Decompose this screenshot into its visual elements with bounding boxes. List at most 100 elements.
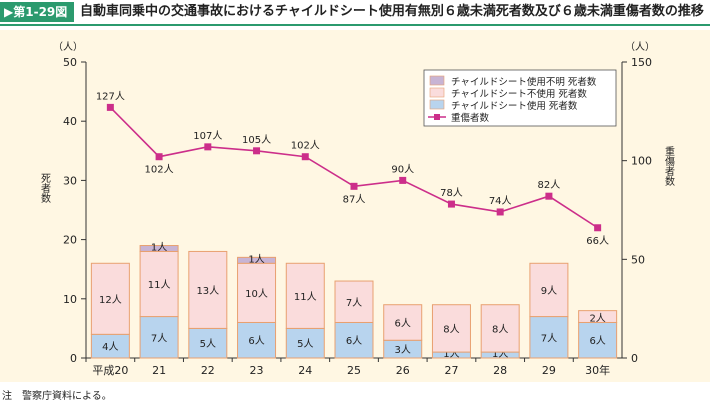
- injured-data-label: 66人: [586, 235, 609, 247]
- x-axis-tick-label: 21: [152, 364, 166, 377]
- right-axis-title: 重傷者数: [663, 145, 675, 187]
- bar-data-label: 6人: [395, 317, 411, 329]
- injured-point: [399, 176, 407, 184]
- bar-data-label: 7人: [346, 297, 362, 309]
- bar-data-label: 6人: [589, 335, 605, 347]
- left-axis-tick-label: 0: [70, 352, 77, 365]
- bar-data-label: 7人: [151, 332, 167, 344]
- bar-used: [529, 316, 569, 359]
- x-axis-tick-label: 24: [298, 364, 312, 377]
- injured-data-label: 105人: [242, 134, 271, 146]
- injured-data-label: 102人: [145, 164, 174, 176]
- x-axis-tick-label: 27: [444, 364, 458, 377]
- header-rule: [0, 24, 710, 26]
- bar-not-used: [529, 262, 569, 318]
- bar-used: [237, 321, 277, 359]
- injured-point: [301, 153, 309, 161]
- left-axis-tick-label: 20: [63, 234, 77, 247]
- bar-data-label: 9人: [541, 285, 557, 297]
- injured-point: [447, 200, 455, 208]
- bar-used: [139, 316, 179, 359]
- legend-swatch: [429, 75, 445, 86]
- bar-not-used: [237, 262, 277, 323]
- injured-data-label: 87人: [343, 193, 366, 205]
- legend-entry: チャイルドシート不使用 死者数: [451, 88, 587, 100]
- left-axis-tick-label: 50: [63, 56, 77, 69]
- injured-point: [155, 153, 163, 161]
- figure-number-badge: ▶第1-29図: [0, 2, 74, 22]
- x-axis-tick-label: 23: [250, 364, 264, 377]
- bar-not-used: [139, 250, 179, 318]
- bar-data-label: 13人: [196, 285, 219, 297]
- x-axis-tick-label: 26: [396, 364, 410, 377]
- bar-not-used: [90, 262, 130, 335]
- bar-not-used: [431, 304, 471, 353]
- legend-entry: 重傷者数: [451, 112, 490, 124]
- injured-point: [545, 192, 553, 200]
- legend-swatch: [429, 87, 445, 98]
- bar-data-label: 4人: [102, 341, 118, 353]
- x-axis-tick-label: 29: [542, 364, 556, 377]
- bar-data-label: 12人: [99, 294, 122, 306]
- bar-not-used: [480, 304, 520, 353]
- bar-data-label: 8人: [492, 323, 508, 335]
- injured-point: [106, 103, 114, 111]
- legend-entry: チャイルドシート使用不明 死者数: [451, 76, 597, 88]
- bar-data-label: 11人: [148, 279, 171, 291]
- bar-data-label: 1人: [248, 253, 264, 265]
- bar-unknown: [139, 245, 179, 252]
- bar-unknown: [237, 256, 277, 264]
- left-axis-unit: （人）: [53, 41, 83, 53]
- bar-not-used: [578, 310, 618, 323]
- legend-entry: チャイルドシート使用 死者数: [451, 100, 578, 112]
- injured-point: [350, 182, 358, 190]
- x-axis-tick-label: 25: [347, 364, 361, 377]
- bar-data-label: 11人: [294, 291, 317, 303]
- injured-point: [253, 147, 261, 155]
- legend-marker: [434, 114, 440, 120]
- bar-data-label: 1人: [151, 241, 167, 253]
- x-axis-tick-label: 30年: [585, 363, 610, 377]
- x-axis-tick-label: 平成20: [92, 364, 128, 377]
- bar-not-used: [334, 280, 374, 323]
- bar-data-label: 3人: [395, 344, 411, 356]
- left-axis-tick-label: 40: [63, 115, 77, 128]
- injured-data-label: 90人: [391, 163, 414, 175]
- bar-used: [285, 327, 325, 359]
- injured-data-label: 102人: [291, 140, 320, 152]
- injured-point: [496, 208, 504, 216]
- figure-title: 自動車同乗中の交通事故におけるチャイルドシート使用有無別６歳未満死者数及び６歳未…: [80, 4, 704, 19]
- legend-swatch: [429, 99, 445, 110]
- right-axis-tick-label: 50: [631, 253, 645, 266]
- injured-point: [204, 143, 212, 151]
- injured-data-label: 74人: [489, 195, 512, 207]
- legend-box: [423, 69, 617, 127]
- figure-header: ▶第1-29図 自動車同乗中の交通事故におけるチャイルドシート使用有無別６歳未満…: [0, 0, 710, 26]
- left-axis-tick-label: 30: [63, 174, 77, 187]
- bar-data-label: 5人: [297, 338, 313, 350]
- bar-used: [188, 327, 228, 359]
- x-axis-tick-label: 22: [201, 364, 215, 377]
- injured-data-label: 127人: [96, 90, 125, 102]
- right-axis-unit: （人）: [625, 41, 655, 53]
- bar-used: [334, 321, 374, 359]
- bar-used: [578, 321, 618, 359]
- right-axis-tick-label: 150: [631, 56, 652, 69]
- left-axis-tick-label: 10: [63, 293, 77, 306]
- left-axis-title: 死者数: [39, 173, 51, 204]
- figure-number: 第1-29図: [13, 5, 68, 19]
- right-axis-tick-label: 0: [631, 352, 638, 365]
- bar-data-label: 7人: [541, 332, 557, 344]
- bar-data-label: 6人: [346, 335, 362, 347]
- bar-not-used: [285, 262, 325, 329]
- bar-data-label: 8人: [443, 323, 459, 335]
- injured-point: [594, 224, 602, 232]
- bar-data-label: 5人: [200, 338, 216, 350]
- bar-not-used: [188, 250, 228, 329]
- bar-data-label: 10人: [245, 288, 268, 300]
- injured-data-label: 107人: [193, 130, 222, 142]
- bar-data-label: 6人: [248, 335, 264, 347]
- injured-data-label: 78人: [440, 187, 463, 199]
